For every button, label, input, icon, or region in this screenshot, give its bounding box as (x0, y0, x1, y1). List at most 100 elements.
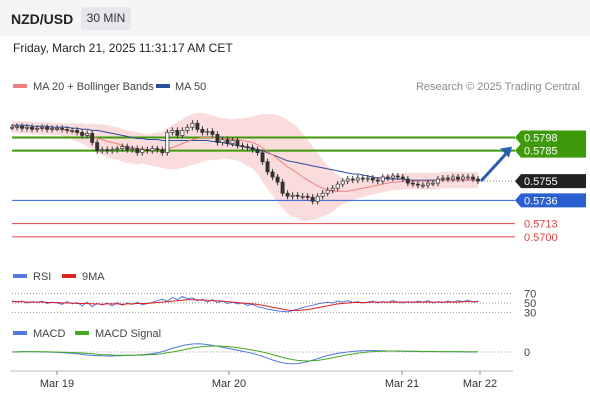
candle-body (245, 146, 250, 148)
legend-label-ma20: MA 20 + Bollinger Bands (33, 81, 154, 93)
legend-label-rsi-ma: 9MA (82, 271, 105, 283)
candle-body (220, 139, 225, 143)
candle-body (400, 176, 405, 180)
legend-label-rsi: RSI (33, 271, 51, 283)
candle-body (425, 182, 430, 186)
candle-body (365, 177, 370, 180)
candle-body (270, 171, 275, 178)
candle-body (60, 127, 65, 130)
candle-body (50, 127, 55, 130)
candle-body (55, 127, 60, 130)
candle-body (175, 130, 180, 136)
candle-body (345, 178, 350, 182)
level-label-0.5736: 0.5736 (524, 195, 558, 207)
level-label-0.5713: 0.5713 (524, 219, 558, 231)
projection-arrow-line (479, 150, 510, 183)
candle-body (395, 175, 400, 178)
legend-label-macd-signal: MACD Signal (95, 328, 161, 340)
candle-body (295, 194, 300, 197)
level-tag-0.5785 (515, 143, 586, 158)
bollinger-band (12, 113, 478, 221)
candle-body (195, 122, 200, 130)
legend-swatch-macd-signal (75, 331, 89, 335)
candle-body (335, 183, 340, 189)
candle-body (466, 176, 470, 179)
candle-body (420, 184, 425, 187)
candle-body (100, 149, 105, 151)
level-label-0.5755: 0.5755 (524, 176, 558, 188)
legend-swatch-rsi-ma (62, 274, 76, 278)
candle-body (110, 149, 115, 151)
rsi-line (11, 295, 479, 313)
candle-body (280, 181, 285, 194)
candle-body (105, 149, 110, 151)
candle-body (75, 130, 80, 133)
candle-body (355, 177, 360, 181)
candle-body (330, 187, 335, 191)
candle-body (90, 133, 95, 143)
candle-body (145, 149, 150, 151)
rsi-tick-50: 50 (524, 298, 536, 310)
candle-body (170, 130, 175, 133)
candle-body (135, 148, 140, 154)
candle-body (45, 126, 50, 130)
candle-body (290, 194, 295, 197)
candle-body (456, 176, 460, 180)
candle-body (370, 177, 375, 181)
candle-body (360, 177, 365, 180)
candle-body (10, 126, 14, 129)
legend-label-macd: MACD (33, 328, 65, 340)
legend-swatch-macd (13, 331, 27, 335)
candle-body (190, 122, 195, 128)
legend-swatch-rsi (13, 274, 27, 278)
rsi-ma-line (12, 299, 478, 311)
candle-body (130, 148, 135, 150)
candle-body (275, 176, 280, 183)
ma20-line (11, 125, 478, 192)
candle-body (40, 126, 45, 129)
candle-body (320, 192, 325, 197)
candle-body (180, 130, 185, 136)
candle-body (115, 148, 120, 150)
chart-header: NZD/USD 30 MIN (0, 0, 590, 36)
level-label-0.5785: 0.5785 (524, 146, 558, 158)
candle-body (390, 175, 395, 179)
candle-body (80, 132, 85, 136)
macd-line (11, 343, 478, 365)
candle-body (260, 152, 265, 163)
x-tick-mar-21: Mar 21 (385, 378, 419, 390)
candle-body (461, 176, 465, 180)
copyright-label: Research © 2025 Trading Central (416, 81, 580, 93)
candle-body (20, 125, 24, 129)
level-tag-0.5736 (515, 193, 586, 208)
x-tick-mar-22: Mar 22 (463, 378, 497, 390)
candle-body (440, 177, 445, 180)
candle-body (415, 183, 420, 186)
candle-body (225, 139, 230, 144)
legend-swatch-ma20 (13, 84, 27, 88)
candle-body (405, 178, 410, 184)
interval-button[interactable]: 30 MIN (81, 7, 131, 30)
candle-body (155, 148, 160, 150)
candle-body (435, 178, 440, 184)
candle-body (445, 177, 450, 180)
candle-body (150, 148, 155, 151)
candle-body (125, 146, 130, 150)
candle-body (240, 145, 245, 147)
datetime-label: Friday, March 21, 2025 11:31:17 AM CET (13, 41, 233, 55)
candle-body (140, 149, 145, 154)
candle-body (476, 178, 480, 182)
candle-body (375, 179, 380, 182)
candle-body (340, 180, 345, 185)
candle-body (200, 128, 205, 133)
candle-body (250, 147, 255, 150)
candle-body (120, 146, 125, 149)
candle-body (210, 131, 215, 135)
candle-body (305, 195, 310, 198)
symbol-label: NZD/USD (11, 11, 74, 27)
candle-body (65, 128, 70, 131)
level-tag-0.5798 (515, 130, 586, 145)
candle-body (310, 196, 315, 202)
candle-body (25, 126, 29, 129)
candle-body (315, 195, 320, 202)
